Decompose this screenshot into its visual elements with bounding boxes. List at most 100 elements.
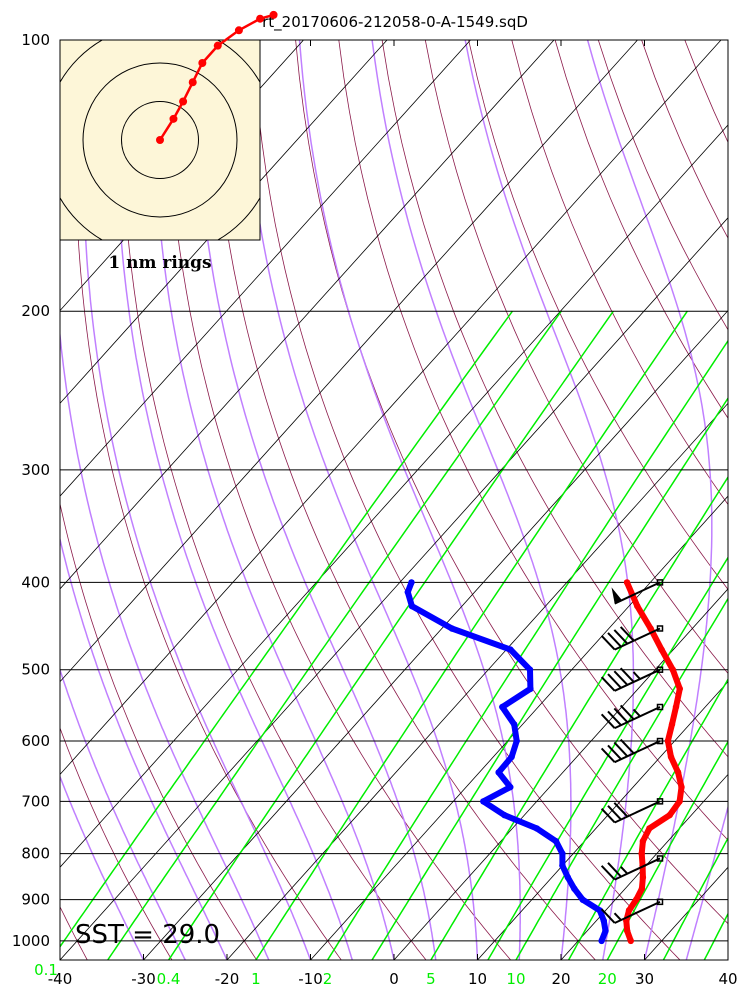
moist-adiabat xyxy=(115,40,354,960)
wind-barb xyxy=(600,625,664,651)
temperature-profile-point xyxy=(667,753,675,761)
moist-adiabat xyxy=(586,40,713,960)
wind-barb xyxy=(600,855,664,881)
dewpoint-profile-point xyxy=(598,937,605,945)
barb-half xyxy=(632,708,641,717)
barb-full xyxy=(600,747,616,763)
sst-annotation: SST = 29.0 xyxy=(75,920,220,950)
barb-full xyxy=(607,805,622,821)
dewpoint-profile-point xyxy=(508,753,515,761)
mixing-ratio-label: 5 xyxy=(426,970,436,988)
dewpoint-profile-point xyxy=(499,703,506,711)
dry-adiabat xyxy=(165,40,512,960)
barb-full xyxy=(607,673,622,689)
dry-adiabat xyxy=(251,40,681,960)
barb-half xyxy=(632,671,641,680)
mixing-ratio-label: 20 xyxy=(598,970,617,988)
barb-flag xyxy=(611,587,622,604)
barb-shaft xyxy=(614,706,661,730)
chart-title: rt_20170606-212058-0-A-1549.sqD xyxy=(262,13,528,32)
dewpoint-profile-point xyxy=(559,850,566,857)
temperature-tick-label: -30 xyxy=(131,970,156,988)
barb-full xyxy=(613,629,629,645)
isotherm xyxy=(60,40,638,683)
dewpoint-profile-point xyxy=(507,783,514,791)
barb-station xyxy=(656,579,664,586)
barb-full xyxy=(600,635,616,651)
wind-barbs xyxy=(600,579,664,924)
pressure-tick-label: 900 xyxy=(21,891,50,909)
dewpoint-profile-point xyxy=(600,917,607,924)
mixing-ratio-line xyxy=(107,310,562,960)
dewpoint-profile-point xyxy=(408,602,416,610)
wind-barb xyxy=(600,798,664,824)
barb-full xyxy=(619,704,635,720)
pressure-tick-label: 700 xyxy=(21,792,50,810)
temperature-tick-label: -10 xyxy=(298,970,323,988)
dewpoint-profile-point xyxy=(564,874,571,881)
barb-full xyxy=(619,667,635,683)
dewpoint-profile-point xyxy=(404,588,411,596)
barb-station xyxy=(656,798,664,805)
hodograph-point xyxy=(269,10,278,19)
hodograph-inset: 1 nm rings xyxy=(59,10,278,273)
pressure-tick-label: 600 xyxy=(21,732,50,750)
mixing-ratio-label: 0.1 xyxy=(34,961,58,979)
sounding-profiles xyxy=(404,579,685,945)
temperature-tick-label: 20 xyxy=(551,970,570,988)
isotherm xyxy=(60,217,728,960)
temperature-profile-point xyxy=(639,838,647,845)
isotherm xyxy=(60,40,471,497)
temperature-profile-point xyxy=(676,798,683,805)
hodograph-point xyxy=(179,97,188,106)
barb-full xyxy=(600,676,616,692)
temperature-profile-point xyxy=(678,783,685,791)
dry-adiabat xyxy=(468,40,728,591)
moist-adiabat xyxy=(60,667,186,960)
temperature-tick-label: 40 xyxy=(718,970,737,988)
temperature-profile-point xyxy=(646,825,653,832)
temperature-profile-point xyxy=(633,896,640,903)
dewpoint-profile-point xyxy=(501,811,508,819)
barb-full xyxy=(600,865,616,881)
barb-full xyxy=(619,626,635,642)
mixing-ratio-line xyxy=(326,339,728,960)
barb-shaft xyxy=(614,668,661,692)
dry-adiabat xyxy=(60,501,258,960)
temperature-tick-label: 30 xyxy=(635,970,654,988)
dewpoint-profile-point xyxy=(526,666,534,673)
pressure-tick-label: 200 xyxy=(21,302,50,320)
barb-station xyxy=(656,737,664,745)
moist-adiabat xyxy=(193,40,437,960)
barb-full xyxy=(600,908,616,924)
temperature-profile-point xyxy=(668,721,676,728)
dry-adiabat xyxy=(381,40,728,758)
isotherm xyxy=(60,40,555,590)
pressure-tick-label: 1000 xyxy=(12,932,50,950)
dry-adiabat xyxy=(684,40,728,144)
barb-full xyxy=(613,707,629,723)
mixing-ratio-line xyxy=(662,836,728,960)
mixing-ratio-label: 0.4 xyxy=(157,970,181,988)
wind-barb xyxy=(600,703,664,730)
isotherm xyxy=(143,309,728,960)
mixing-ratio-line xyxy=(703,912,728,960)
barb-half xyxy=(620,866,629,875)
moist-adiabat xyxy=(371,40,572,960)
temperature-profile-point xyxy=(634,602,641,610)
hodograph-ring xyxy=(121,101,199,179)
dewpoint-profile-point xyxy=(511,721,518,728)
dewpoint-profile-point xyxy=(513,737,520,745)
moist-adiabat xyxy=(60,774,145,960)
moist-adiabat xyxy=(60,536,228,960)
dry-adiabat xyxy=(554,40,728,419)
temperature-profile-point xyxy=(624,927,631,935)
isotherm xyxy=(727,959,728,960)
isotherm xyxy=(226,402,728,960)
temperature-profile-point xyxy=(627,937,634,945)
pressure-tick-label: 100 xyxy=(21,31,50,49)
mixing-ratio-line xyxy=(567,677,728,960)
temperature-profile-point xyxy=(672,703,680,711)
mixing-ratio-label: 2 xyxy=(323,970,333,988)
